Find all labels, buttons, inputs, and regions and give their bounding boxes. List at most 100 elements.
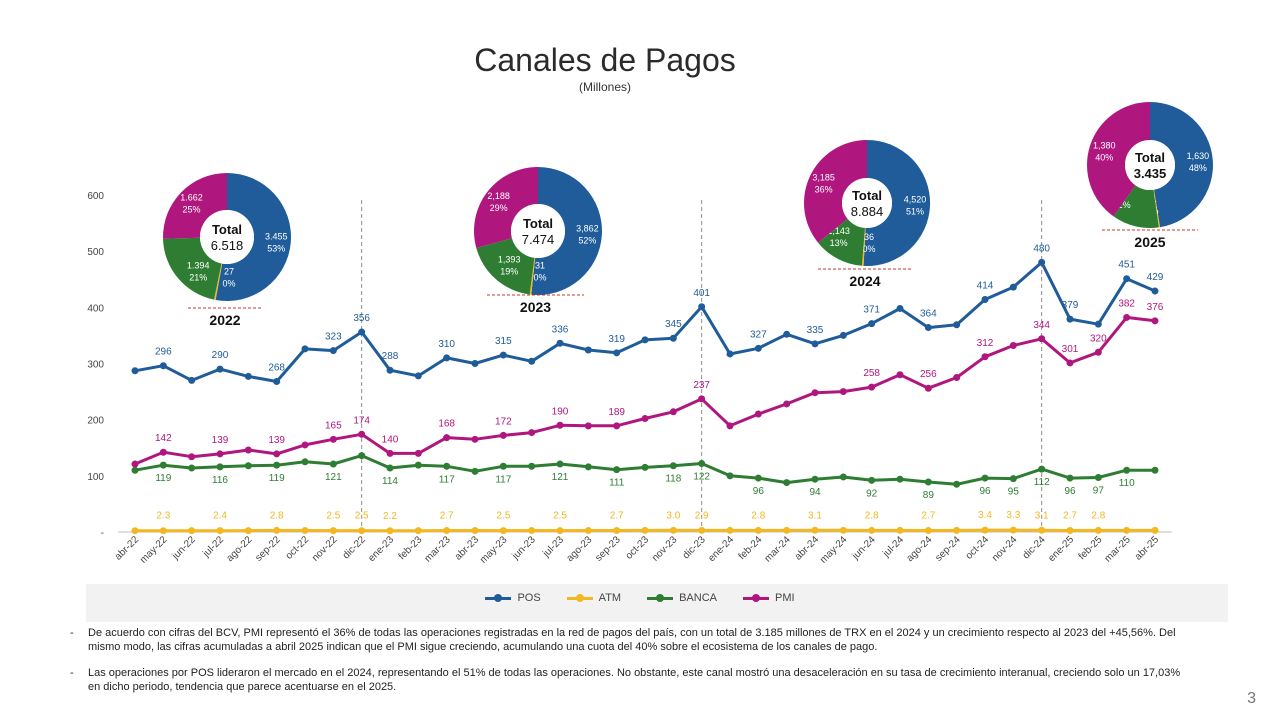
data-point-atm xyxy=(1123,526,1131,534)
data-label-banca: 119 xyxy=(155,473,171,484)
donut-slice-pct-atm: 0% xyxy=(533,273,546,283)
x-tick-label: jun-23 xyxy=(510,534,538,562)
donut-slice-value-pos: 3.455 xyxy=(265,231,288,241)
data-label-pmi: 165 xyxy=(325,420,342,431)
donut-slice-value-pos: 4,520 xyxy=(904,194,927,204)
data-point-banca xyxy=(301,458,309,466)
data-point-banca xyxy=(584,463,592,471)
donut-slice-value-atm: 36 xyxy=(864,232,874,242)
data-label-pos: 364 xyxy=(920,309,937,320)
donut-slice-value-pos: 1,630 xyxy=(1187,151,1210,161)
note-text: Las operaciones por POS lideraron el mer… xyxy=(88,667,1181,693)
data-label-banca: 122 xyxy=(693,471,710,482)
data-label-pmi: 344 xyxy=(1033,320,1050,331)
data-point-pos xyxy=(924,324,932,332)
x-tick-label: dic-23 xyxy=(681,534,708,561)
data-point-atm xyxy=(528,527,536,535)
data-point-pos xyxy=(1038,258,1046,266)
data-label-pos: 429 xyxy=(1147,272,1164,283)
donut-slice-value-pmi: 1,380 xyxy=(1093,140,1116,150)
data-point-pmi xyxy=(386,449,394,457)
data-point-atm xyxy=(329,527,337,535)
data-point-banca xyxy=(414,461,422,469)
data-point-banca xyxy=(981,474,989,482)
data-point-pos xyxy=(528,357,536,365)
data-point-pos xyxy=(613,349,621,357)
data-point-pmi xyxy=(414,449,422,457)
data-point-banca xyxy=(188,464,196,472)
data-label-pos: 335 xyxy=(807,325,824,336)
data-label-banca: 111 xyxy=(609,478,625,489)
donut-slice-banca xyxy=(1113,185,1159,228)
x-tick-label: nov-24 xyxy=(990,534,1020,564)
x-tick-label: ene-24 xyxy=(706,534,736,564)
data-point-pmi xyxy=(556,421,564,429)
data-point-atm xyxy=(301,526,309,534)
data-label-banca: 97 xyxy=(1093,486,1105,497)
data-point-atm xyxy=(273,526,281,534)
data-label-atm: 3.1 xyxy=(1035,510,1049,521)
x-tick-label: mar-24 xyxy=(763,534,793,564)
x-tick-label: may-23 xyxy=(478,534,510,566)
data-point-pmi xyxy=(584,422,592,430)
data-point-banca xyxy=(386,464,394,472)
data-label-banca: 114 xyxy=(382,476,398,487)
data-label-pmi: 168 xyxy=(438,419,455,430)
data-label-pos: 310 xyxy=(438,339,455,350)
data-point-atm xyxy=(783,526,791,534)
data-label-pmi: 301 xyxy=(1062,344,1079,355)
x-tick-label: mar-23 xyxy=(423,534,453,564)
data-label-banca: 96 xyxy=(753,486,765,497)
data-point-banca xyxy=(244,462,252,470)
data-point-banca xyxy=(726,472,734,480)
data-label-atm: 2.5 xyxy=(355,511,369,522)
data-point-pmi xyxy=(726,422,734,430)
data-label-pos: 414 xyxy=(977,280,994,291)
data-point-banca xyxy=(754,474,762,482)
data-point-atm xyxy=(216,527,224,535)
x-tick-label: ago-23 xyxy=(565,534,595,564)
data-label-atm: 3.1 xyxy=(808,510,822,521)
data-label-pmi: 256 xyxy=(920,369,937,380)
data-point-atm xyxy=(726,526,734,534)
data-point-pos xyxy=(556,339,564,347)
data-point-pos xyxy=(188,376,196,384)
x-tick-label: ago-24 xyxy=(905,534,935,564)
donut-total-label: Total xyxy=(212,222,242,237)
data-point-pmi xyxy=(868,383,876,391)
data-point-pmi xyxy=(358,430,366,438)
data-point-atm xyxy=(471,527,479,535)
donut-slice-atm xyxy=(529,257,536,295)
data-point-pmi xyxy=(329,435,337,443)
data-point-pos xyxy=(1094,320,1102,328)
data-label-banca: 96 xyxy=(1064,486,1076,497)
legend-label-banca: BANCA xyxy=(679,592,717,604)
data-point-pmi xyxy=(839,388,847,396)
data-point-banca xyxy=(641,463,649,471)
data-point-pos xyxy=(244,372,252,380)
donut-year-label: 2025 xyxy=(1134,234,1165,250)
data-point-atm xyxy=(1151,526,1159,534)
data-point-banca xyxy=(528,462,536,470)
data-point-banca xyxy=(216,463,224,471)
data-point-banca xyxy=(1038,465,1046,473)
data-point-atm xyxy=(839,526,847,534)
data-label-pos: 356 xyxy=(353,313,370,324)
x-tick-label: jul-23 xyxy=(540,534,566,560)
data-point-pmi xyxy=(811,389,819,397)
legend-item-atm: ATM xyxy=(566,592,621,604)
data-label-pos: 379 xyxy=(1062,300,1079,311)
data-point-atm xyxy=(159,527,167,535)
data-point-pmi xyxy=(216,450,224,458)
data-point-pmi xyxy=(188,453,196,461)
data-label-pmi: 172 xyxy=(495,416,512,427)
donut-slice-pct-banca: 21% xyxy=(189,272,207,282)
data-point-atm xyxy=(1094,526,1102,534)
data-label-banca: 117 xyxy=(495,474,511,485)
donut-total-label: Total xyxy=(852,188,882,203)
data-point-pos xyxy=(414,372,422,380)
data-point-atm xyxy=(386,527,394,535)
y-tick-label: 200 xyxy=(87,416,104,427)
chart-subtitle: (Millones) xyxy=(578,80,631,94)
